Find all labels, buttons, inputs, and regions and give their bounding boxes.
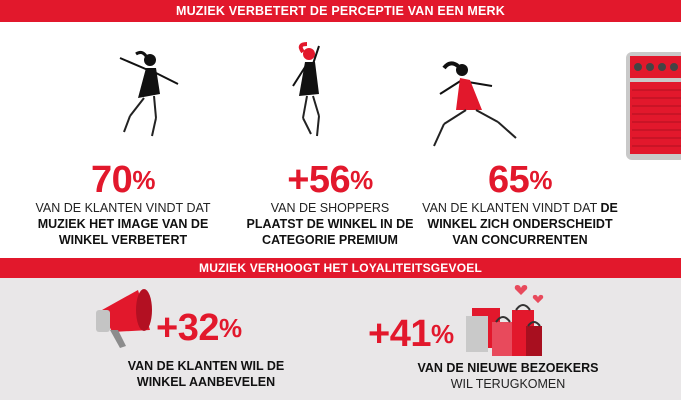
- dancing-woman-icon: [292, 42, 320, 137]
- banner-loyalty: MUZIEK VERHOOGT HET LOYALITEITSGEVOEL: [0, 258, 681, 278]
- stat-differentiation: 65% VAN DE KLANTEN VINDT DAT DE WINKEL Z…: [414, 160, 626, 248]
- stat-description: VAN DE KLANTEN WIL DE WINKEL AANBEVELEN: [127, 359, 285, 389]
- stat-value: +56%: [287, 159, 373, 201]
- stat-value: 70%: [91, 159, 155, 201]
- heart-icon: [532, 294, 544, 304]
- stat-value: 65%: [488, 159, 552, 201]
- heart-icon: [514, 285, 528, 295]
- stat-description: VAN DE KLANTEN VINDT DAT DE WINKEL ZICH …: [422, 201, 618, 247]
- dancing-woman-icon: [433, 61, 517, 147]
- dancing-woman-icon: [119, 50, 179, 137]
- stat-return-visit: VAN DE NIEUWE BEZOEKERS WIL TERUGKOMEN: [398, 360, 618, 392]
- banner-perception: MUZIEK VERBETERT DE PERCEPTIE VAN EEN ME…: [0, 0, 681, 22]
- stat-description: VAN DE KLANTEN VINDT DAT MUZIEK HET IMAG…: [35, 201, 211, 247]
- stat-value: +41%: [368, 313, 454, 355]
- stat-recommendation: VAN DE KLANTEN WIL DE WINKEL AANBEVELEN: [92, 358, 320, 390]
- stat-image-improvement: 70% VAN DE KLANTEN VINDT DAT MUZIEK HET …: [12, 160, 234, 248]
- stat-premium-category: +56% VAN DE SHOPPERS PLAATST DE WINKEL I…: [226, 160, 434, 248]
- megaphone-icon: [96, 289, 152, 348]
- loyalty-section: +32% VAN DE KLANTEN WIL DE WINKEL AANBEV…: [0, 278, 681, 400]
- amplifier-icon: [626, 52, 681, 160]
- stat-description: VAN DE NIEUWE BEZOEKERS WIL TERUGKOMEN: [417, 361, 599, 391]
- perception-section: 70% VAN DE KLANTEN VINDT DAT MUZIEK HET …: [0, 22, 681, 258]
- stat-description: VAN DE SHOPPERS PLAATST DE WINKEL IN DE …: [246, 201, 414, 247]
- shopping-bags-icon: [466, 304, 542, 356]
- stat-value: +32%: [156, 307, 242, 349]
